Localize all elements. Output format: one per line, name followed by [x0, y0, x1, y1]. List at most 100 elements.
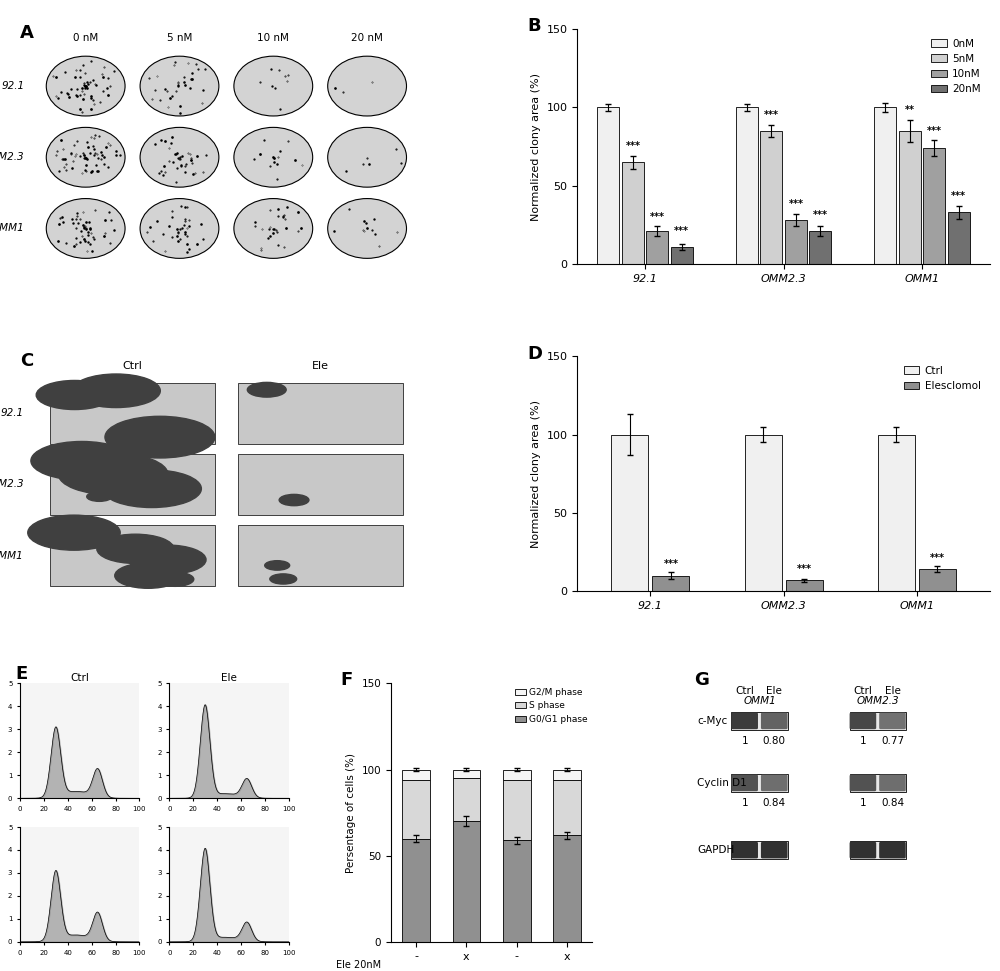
Circle shape [87, 492, 112, 501]
Text: Ctrl: Ctrl [853, 686, 872, 696]
Text: 1: 1 [860, 798, 866, 809]
Text: OMM2.3: OMM2.3 [0, 480, 24, 489]
Bar [503, 780, 531, 840]
Text: ***: *** [674, 226, 689, 236]
Title: Ele: Ele [221, 673, 237, 683]
Circle shape [127, 423, 164, 437]
Bar [453, 821, 480, 942]
Text: G: G [694, 671, 709, 688]
FancyBboxPatch shape [850, 774, 906, 792]
Text: 1: 1 [741, 798, 748, 809]
Text: 1: 1 [741, 736, 748, 747]
FancyBboxPatch shape [850, 713, 876, 729]
Bar [760, 131, 782, 264]
Circle shape [234, 198, 313, 258]
Text: D: D [528, 345, 543, 362]
Bar [453, 770, 480, 778]
Circle shape [156, 572, 194, 586]
Bar [646, 231, 668, 264]
Text: 92.1: 92.1 [1, 408, 24, 419]
Circle shape [328, 56, 406, 116]
Bar [919, 569, 956, 591]
Bar [553, 780, 581, 835]
Y-axis label: Normalized clony area (%): Normalized clony area (%) [531, 73, 541, 220]
Text: ***: *** [788, 199, 803, 209]
FancyBboxPatch shape [879, 842, 906, 858]
Bar [453, 778, 480, 821]
Bar [923, 149, 945, 264]
Bar [736, 108, 758, 264]
Bar [652, 576, 689, 591]
FancyBboxPatch shape [50, 383, 215, 444]
Y-axis label: OMM2.3: OMM2.3 [0, 866, 2, 903]
Text: OMM1: OMM1 [743, 696, 776, 706]
Bar [671, 247, 693, 264]
Circle shape [31, 442, 133, 480]
Circle shape [265, 560, 290, 570]
Circle shape [129, 545, 206, 575]
FancyBboxPatch shape [761, 775, 788, 791]
Circle shape [140, 198, 219, 258]
Circle shape [46, 198, 125, 258]
Text: ***: *** [797, 564, 812, 574]
Text: Ctrl: Ctrl [735, 686, 754, 696]
Text: ***: *** [625, 142, 640, 151]
Y-axis label: Persentage of cells (%): Persentage of cells (%) [346, 753, 356, 873]
FancyBboxPatch shape [761, 713, 788, 729]
FancyBboxPatch shape [731, 774, 788, 792]
Text: ***: *** [930, 553, 945, 563]
FancyBboxPatch shape [850, 775, 876, 791]
Circle shape [270, 574, 297, 585]
FancyBboxPatch shape [731, 775, 758, 791]
FancyBboxPatch shape [50, 525, 215, 586]
Text: Ctrl: Ctrl [123, 360, 143, 371]
Circle shape [234, 127, 313, 187]
Circle shape [328, 127, 406, 187]
Y-axis label: OMM1: OMM1 [0, 726, 2, 755]
FancyBboxPatch shape [879, 775, 906, 791]
Text: 0.84: 0.84 [881, 798, 904, 809]
Text: A: A [20, 24, 34, 43]
Text: OMM1: OMM1 [0, 223, 25, 233]
Text: 0.84: 0.84 [763, 798, 786, 809]
FancyBboxPatch shape [50, 453, 215, 515]
Text: OMM2.3: OMM2.3 [0, 152, 25, 162]
Circle shape [36, 381, 113, 410]
Circle shape [72, 374, 160, 408]
Text: 20 nM: 20 nM [351, 33, 383, 44]
Text: C: C [20, 352, 33, 370]
FancyBboxPatch shape [850, 712, 906, 730]
Bar [878, 435, 915, 591]
FancyBboxPatch shape [731, 712, 788, 730]
Y-axis label: Normalized clony area (%): Normalized clony area (%) [531, 400, 541, 548]
Circle shape [247, 383, 286, 397]
Circle shape [140, 56, 219, 116]
FancyBboxPatch shape [731, 713, 758, 729]
Text: 0.80: 0.80 [763, 736, 786, 747]
Circle shape [97, 534, 174, 563]
Bar [745, 435, 782, 591]
Text: 1: 1 [860, 736, 866, 747]
FancyBboxPatch shape [238, 383, 403, 444]
Legend: G2/M phase, S phase, G0/G1 phase: G2/M phase, S phase, G0/G1 phase [515, 688, 588, 724]
FancyBboxPatch shape [238, 453, 403, 515]
Text: 5 nM: 5 nM [167, 33, 192, 44]
Text: Ele: Ele [766, 686, 782, 696]
Circle shape [105, 417, 215, 458]
Bar [809, 231, 831, 264]
Bar [553, 770, 581, 780]
Title: Ctrl: Ctrl [70, 673, 89, 683]
Circle shape [46, 127, 125, 187]
Text: ***: *** [951, 191, 966, 201]
Bar [553, 835, 581, 942]
Bar [402, 770, 430, 780]
Text: Ele: Ele [885, 686, 900, 696]
Bar [786, 581, 823, 591]
Circle shape [58, 453, 168, 495]
Bar [597, 108, 619, 264]
Circle shape [279, 494, 309, 506]
Circle shape [234, 56, 313, 116]
Text: Ele: Ele [312, 360, 329, 371]
FancyBboxPatch shape [238, 525, 403, 586]
Text: OMM1: OMM1 [0, 551, 24, 560]
